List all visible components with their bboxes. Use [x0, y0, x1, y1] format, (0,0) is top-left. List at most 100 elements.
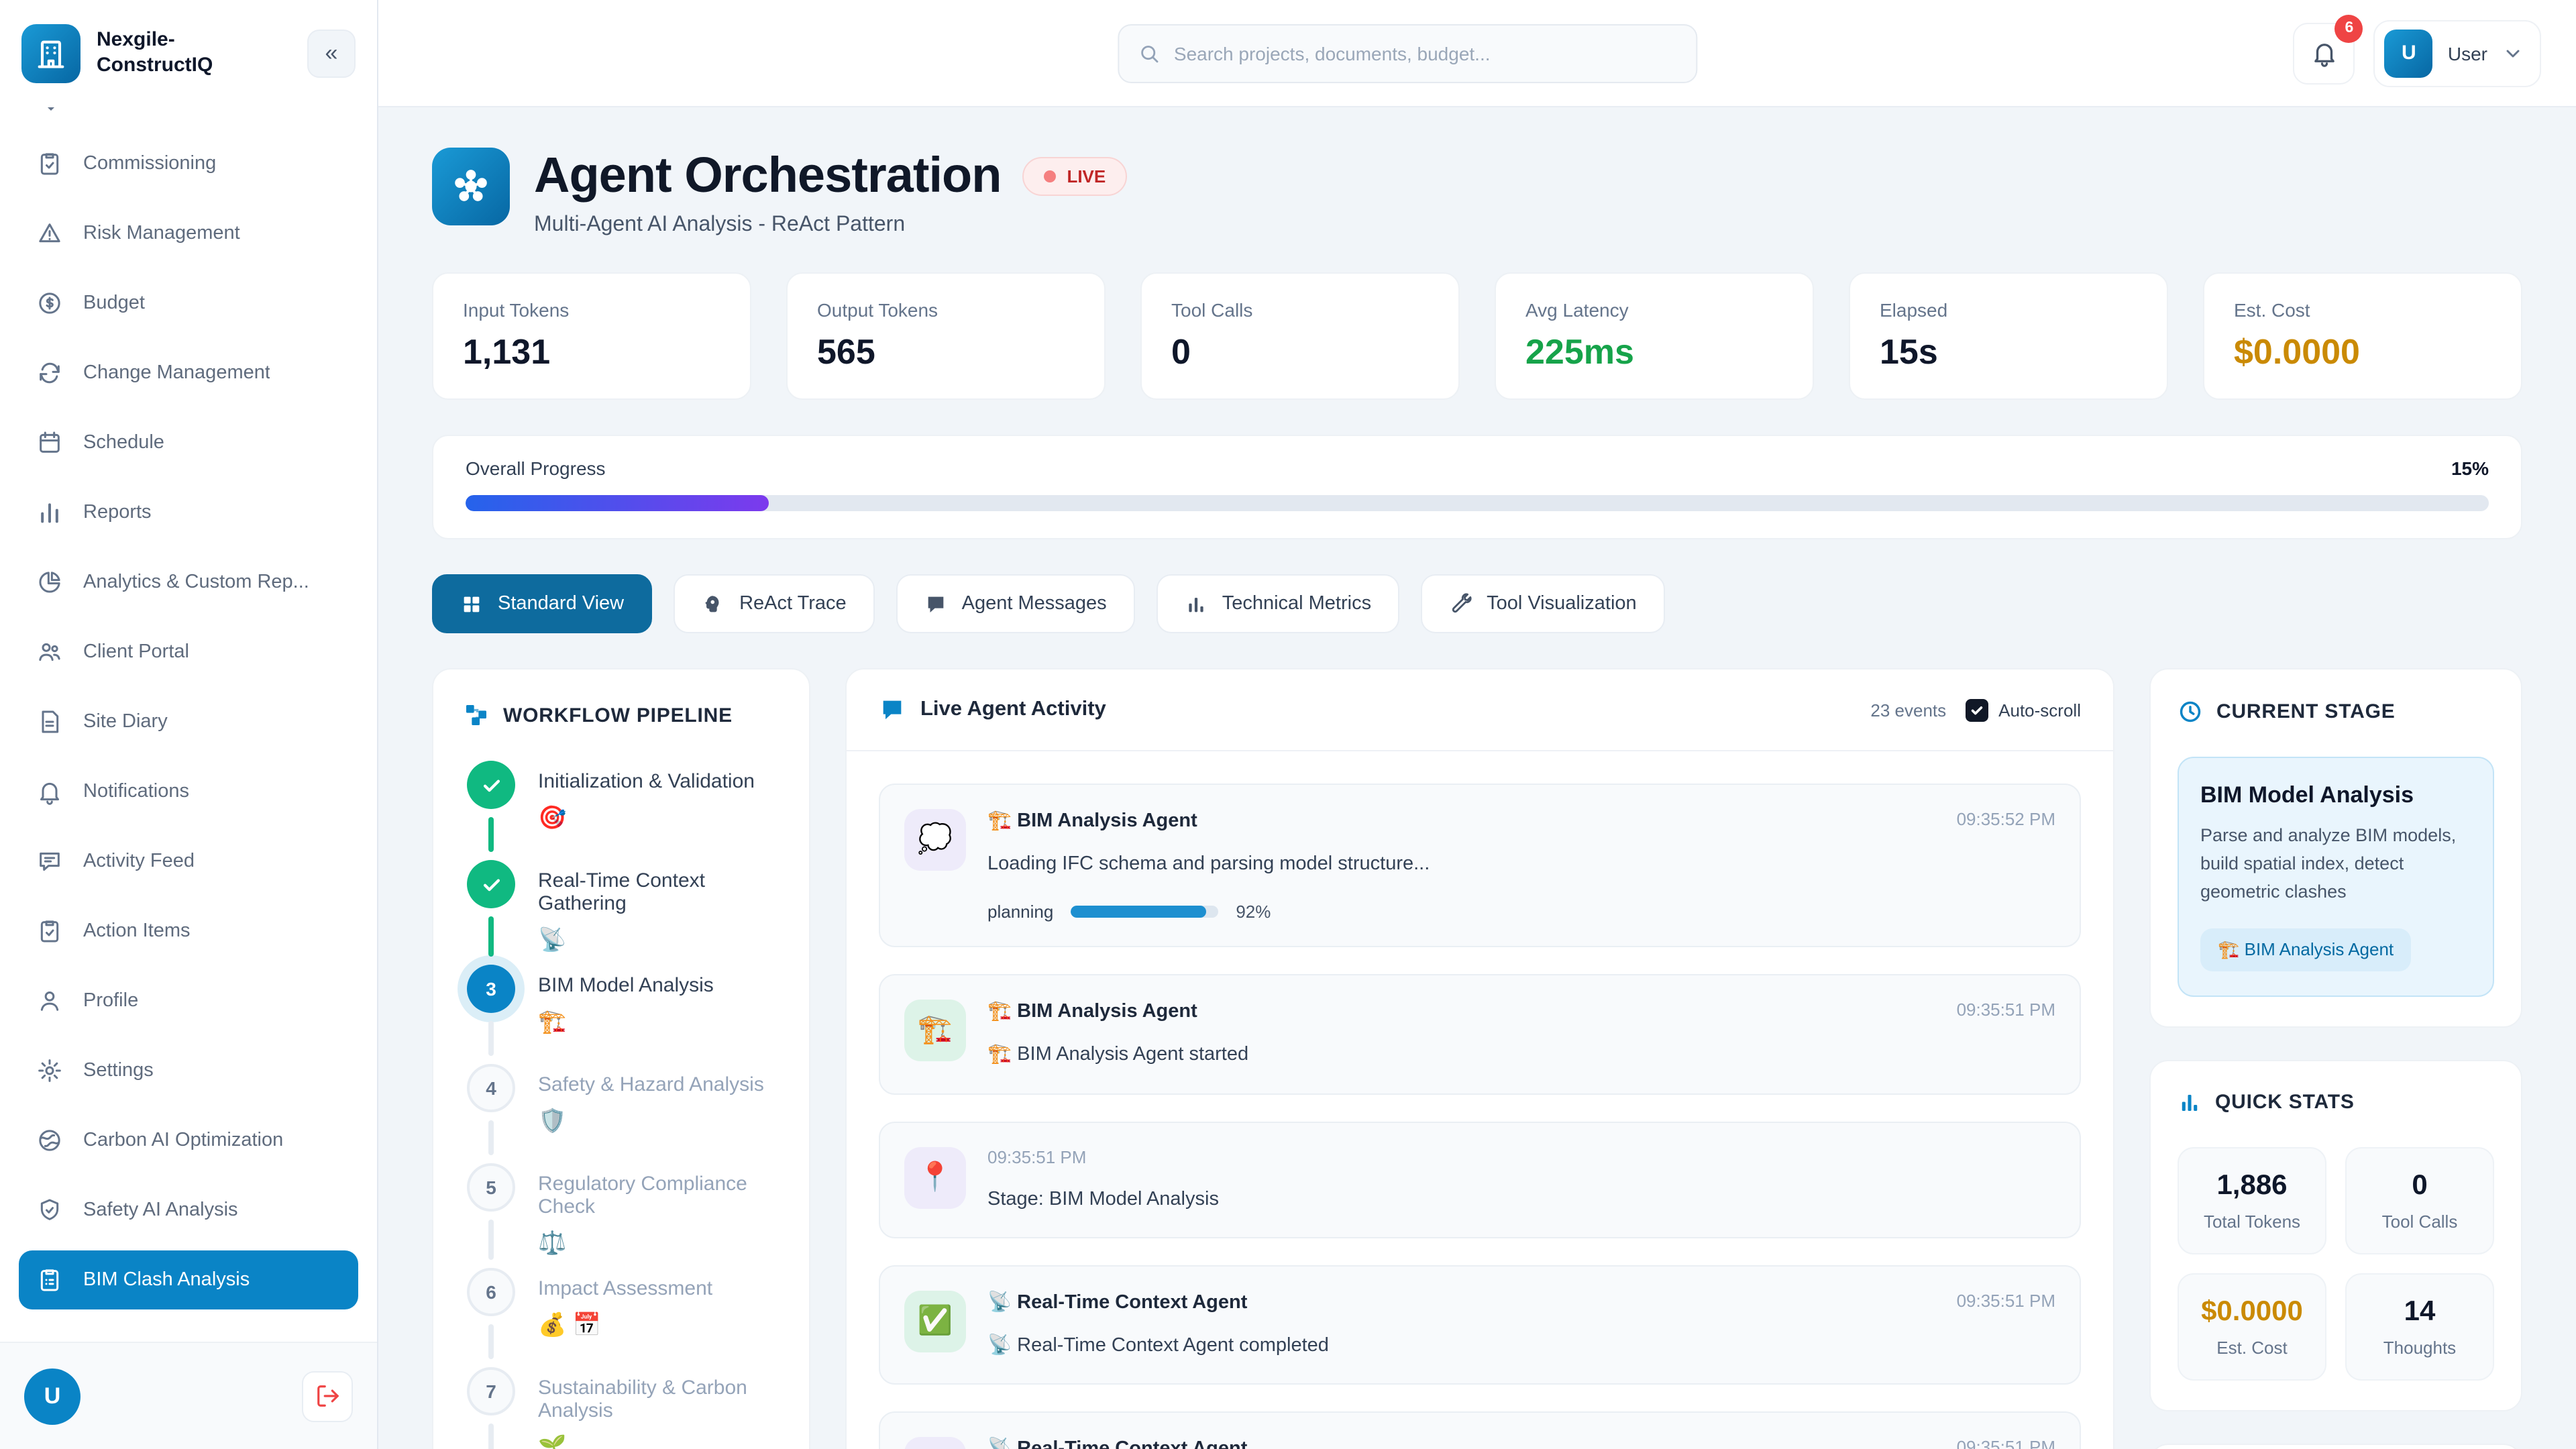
chat-icon — [879, 696, 906, 723]
workflow-pipeline-panel: WORKFLOW PIPELINE Initialization & Valid… — [432, 668, 810, 1449]
stat-value: 15s — [1880, 331, 2137, 373]
progress-percent: 15% — [2451, 458, 2489, 479]
autoscroll-toggle[interactable]: Auto-scroll — [1965, 698, 2081, 721]
workflow-icon — [463, 702, 490, 729]
entry-agent-name: 🏗️ BIM Analysis Agent — [987, 1000, 1197, 1023]
tab-agent-messages[interactable]: Agent Messages — [896, 574, 1135, 633]
entry-message: Loading IFC schema and parsing model str… — [987, 851, 2055, 878]
step-emoji: 🏗️ — [538, 1009, 780, 1036]
entry-agent-name: 📡 Real-Time Context Agent — [987, 1291, 1247, 1313]
activity-feed: 💭 🏗️ BIM Analysis Agent 09:35:52 PM Load… — [847, 751, 2113, 1449]
check-emoji-avatar: ✅ — [904, 1291, 966, 1352]
logout-icon — [315, 1383, 340, 1409]
search-input[interactable] — [1174, 42, 1677, 64]
activity-header: Live Agent Activity 23 events Auto-scrol… — [847, 669, 2113, 751]
step-emoji: 🌱 — [538, 1434, 780, 1449]
sidebar-item-action-items[interactable]: Action Items — [19, 902, 358, 961]
activity-entry: 💭 🏗️ BIM Analysis Agent 09:35:52 PM Load… — [879, 784, 2081, 948]
dollar-circle-icon — [35, 288, 64, 318]
user-menu[interactable]: U User — [2374, 19, 2541, 87]
wrench-icon — [1449, 592, 1473, 616]
notifications-button[interactable]: 6 — [2294, 22, 2355, 84]
logout-button[interactable] — [302, 1371, 353, 1421]
current-stage-card: BIM Model Analysis Parse and analyze BIM… — [2178, 757, 2494, 997]
quick-stat-est-cost: $0.0000 Est. Cost — [2178, 1273, 2326, 1381]
tab-technical-metrics[interactable]: Technical Metrics — [1157, 574, 1399, 633]
stat-value: 1,131 — [463, 331, 720, 373]
sidebar-item-budget[interactable]: Budget — [19, 274, 358, 333]
bell-icon — [35, 777, 64, 806]
tab-tool-visualization[interactable]: Tool Visualization — [1421, 574, 1665, 633]
sidebar-item-analytics[interactable]: Analytics & Custom Rep... — [19, 553, 358, 612]
file-text-icon — [35, 707, 64, 737]
search-box[interactable] — [1118, 23, 1697, 83]
pipeline-step-3[interactable]: 3 BIM Model Analysis🏗️ — [463, 965, 780, 1064]
pipeline-step-2[interactable]: Real-Time Context Gathering📡 — [463, 860, 780, 965]
topbar: 6 U User — [378, 0, 2576, 107]
search-icon — [1138, 41, 1161, 65]
sidebar-item-risk-management[interactable]: Risk Management — [19, 204, 358, 263]
sidebar-item-carbon-ai[interactable]: Carbon AI Optimization — [19, 1111, 358, 1170]
pipeline-step-4[interactable]: 4 Safety & Hazard Analysis🛡️ — [463, 1064, 780, 1163]
quick-stat-total-tokens: 1,886 Total Tokens — [2178, 1147, 2326, 1254]
sidebar-nav: Commissioning Risk Management Budget Cha… — [0, 107, 377, 1342]
sidebar: Nexgile-ConstructIQ « Commissioning Risk… — [0, 0, 378, 1449]
pipeline-step-6[interactable]: 6 Impact Assessment💰 📅 — [463, 1268, 780, 1367]
content: Agent Orchestration LIVE Multi-Agent AI … — [378, 107, 2576, 1449]
grid-icon — [460, 592, 484, 616]
sidebar-item-client-portal[interactable]: Client Portal — [19, 623, 358, 682]
right-column: CURRENT STAGE BIM Model Analysis Parse a… — [2149, 668, 2522, 1449]
checkbox-checked-icon[interactable] — [1965, 698, 1988, 721]
sidebar-item-profile[interactable]: Profile — [19, 971, 358, 1030]
stage-name: BIM Model Analysis — [2200, 782, 2471, 809]
sidebar-item-change-management[interactable]: Change Management — [19, 343, 358, 402]
chat-icon — [924, 592, 949, 616]
orchestration-icon — [432, 148, 510, 225]
tab-react-trace[interactable]: ReAct Trace — [674, 574, 875, 633]
pipeline-step-5[interactable]: 5 Regulatory Compliance Check⚖️ — [463, 1163, 780, 1268]
step-number: 4 — [467, 1064, 515, 1112]
thought-emoji-avatar: 💭 — [904, 1437, 966, 1449]
globe-icon — [35, 1126, 64, 1155]
sidebar-item-settings[interactable]: Settings — [19, 1041, 358, 1100]
sidebar-item-bim-clash-analysis[interactable]: BIM Clash Analysis — [19, 1250, 358, 1309]
sidebar-collapse-button[interactable]: « — [307, 30, 356, 78]
stage-agent-chip[interactable]: 🏗️ BIM Analysis Agent — [2200, 928, 2411, 971]
entry-timestamp: 09:35:51 PM — [1957, 1291, 2055, 1311]
gear-icon — [35, 1056, 64, 1085]
sidebar-item-activity-feed[interactable]: Activity Feed — [19, 832, 358, 891]
step-number: 7 — [467, 1367, 515, 1415]
pipeline-step-7[interactable]: 7 Sustainability & Carbon Analysis🌱 — [463, 1367, 780, 1449]
pie-chart-icon — [35, 568, 64, 597]
stat-card-tool-calls: Tool Calls 0 — [1140, 272, 1460, 400]
step-emoji: 🎯 — [538, 805, 780, 832]
entry-timestamp: 09:35:52 PM — [1957, 809, 2055, 829]
stage-description: Parse and analyze BIM models, build spat… — [2200, 822, 2471, 907]
live-agent-activity-panel: Live Agent Activity 23 events Auto-scrol… — [845, 668, 2114, 1449]
crane-emoji-avatar: 🏗️ — [904, 1000, 966, 1062]
stat-card-avg-latency: Avg Latency 225ms — [1495, 272, 1814, 400]
sidebar-item-safety-ai[interactable]: Safety AI Analysis — [19, 1181, 358, 1240]
sidebar-item-notifications[interactable]: Notifications — [19, 762, 358, 821]
stat-value: 225ms — [1525, 331, 1783, 373]
page-header: Agent Orchestration LIVE Multi-Agent AI … — [432, 148, 2522, 237]
step-check-icon — [467, 860, 515, 908]
sidebar-item-schedule[interactable]: Schedule — [19, 413, 358, 472]
stat-card-output-tokens: Output Tokens 565 — [786, 272, 1106, 400]
user-avatar[interactable]: U — [24, 1368, 80, 1424]
quick-stats-panel: QUICK STATS 1,886 Total Tokens 0 Tool Ca… — [2149, 1060, 2522, 1411]
sidebar-item-site-diary[interactable]: Site Diary — [19, 692, 358, 751]
entry-message: 📡 Real-Time Context Agent completed — [987, 1332, 2055, 1360]
main-area: 6 U User Agent Orchestration — [378, 0, 2576, 1449]
sidebar-item-partial[interactable] — [19, 107, 358, 126]
quick-stats-title: QUICK STATS — [2178, 1091, 2494, 1115]
pipeline-step-1[interactable]: Initialization & Validation🎯 — [463, 761, 780, 860]
sidebar-item-commissioning[interactable]: Commissioning — [19, 134, 358, 193]
sidebar-item-reports[interactable]: Reports — [19, 483, 358, 542]
user-icon — [35, 986, 64, 1016]
activity-entry: ✅ 📡 Real-Time Context Agent 09:35:51 PM … — [879, 1265, 2081, 1385]
activity-entry: 📍 09:35:51 PM Stage: BIM Model Analysis — [879, 1121, 2081, 1238]
workflow-pipeline-title: WORKFLOW PIPELINE — [463, 702, 780, 729]
tab-standard-view[interactable]: Standard View — [432, 574, 652, 633]
step-emoji: 💰 📅 — [538, 1312, 780, 1339]
